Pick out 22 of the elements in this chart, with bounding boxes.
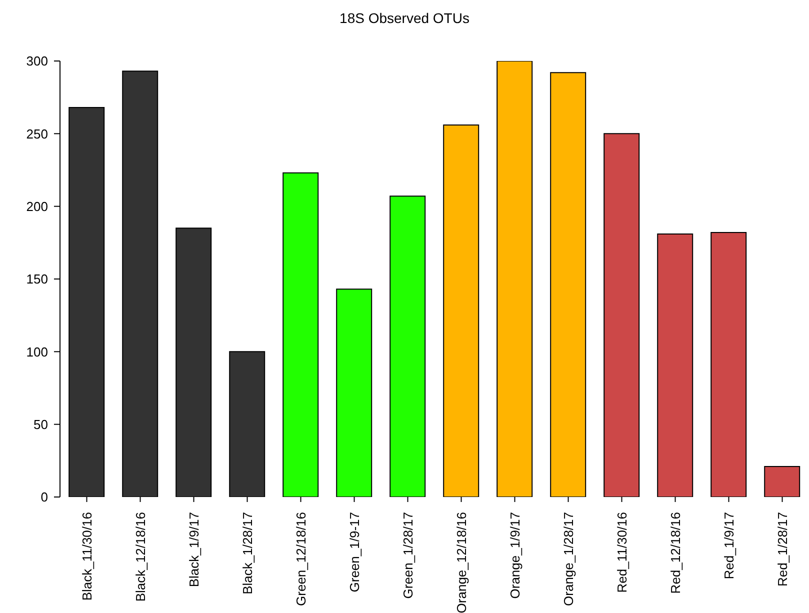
x-tick-label: Black_1/28/17 — [240, 512, 255, 594]
y-tick-label: 250 — [26, 126, 48, 142]
x-tick-label: Red_11/30/16 — [614, 512, 630, 593]
x-tick-label: Orange_1/28/17 — [560, 512, 576, 606]
x-tick-label: Black_12/18/16 — [132, 512, 148, 602]
x-tick-label: Red_12/18/16 — [668, 512, 683, 594]
y-tick-label: 300 — [26, 54, 48, 69]
y-tick-label: 50 — [34, 416, 48, 432]
x-tick-label: Red_1/28/17 — [774, 512, 790, 586]
x-tick-label: Orange_12/18/16 — [454, 512, 469, 613]
chart-title: 18S Observed OTUs — [338, 10, 470, 26]
x-tick-label: Green_1/9-17 — [346, 512, 362, 592]
y-tick-label: 0 — [40, 490, 48, 505]
x-tick-label: Red_1/9/17 — [721, 512, 736, 580]
x-tick-label: Green_1/28/17 — [400, 512, 416, 599]
x-tick-label: Black_1/9/17 — [186, 512, 202, 588]
x-tick-label: Black_11/30/16 — [79, 512, 94, 601]
x-tick-label: Green_12/18/16 — [293, 512, 308, 606]
y-tick-label: 100 — [26, 344, 48, 360]
y-tick-label: 150 — [26, 272, 48, 287]
y-tick-label: 200 — [26, 198, 48, 214]
x-tick-label: Orange_1/9/17 — [507, 512, 522, 599]
